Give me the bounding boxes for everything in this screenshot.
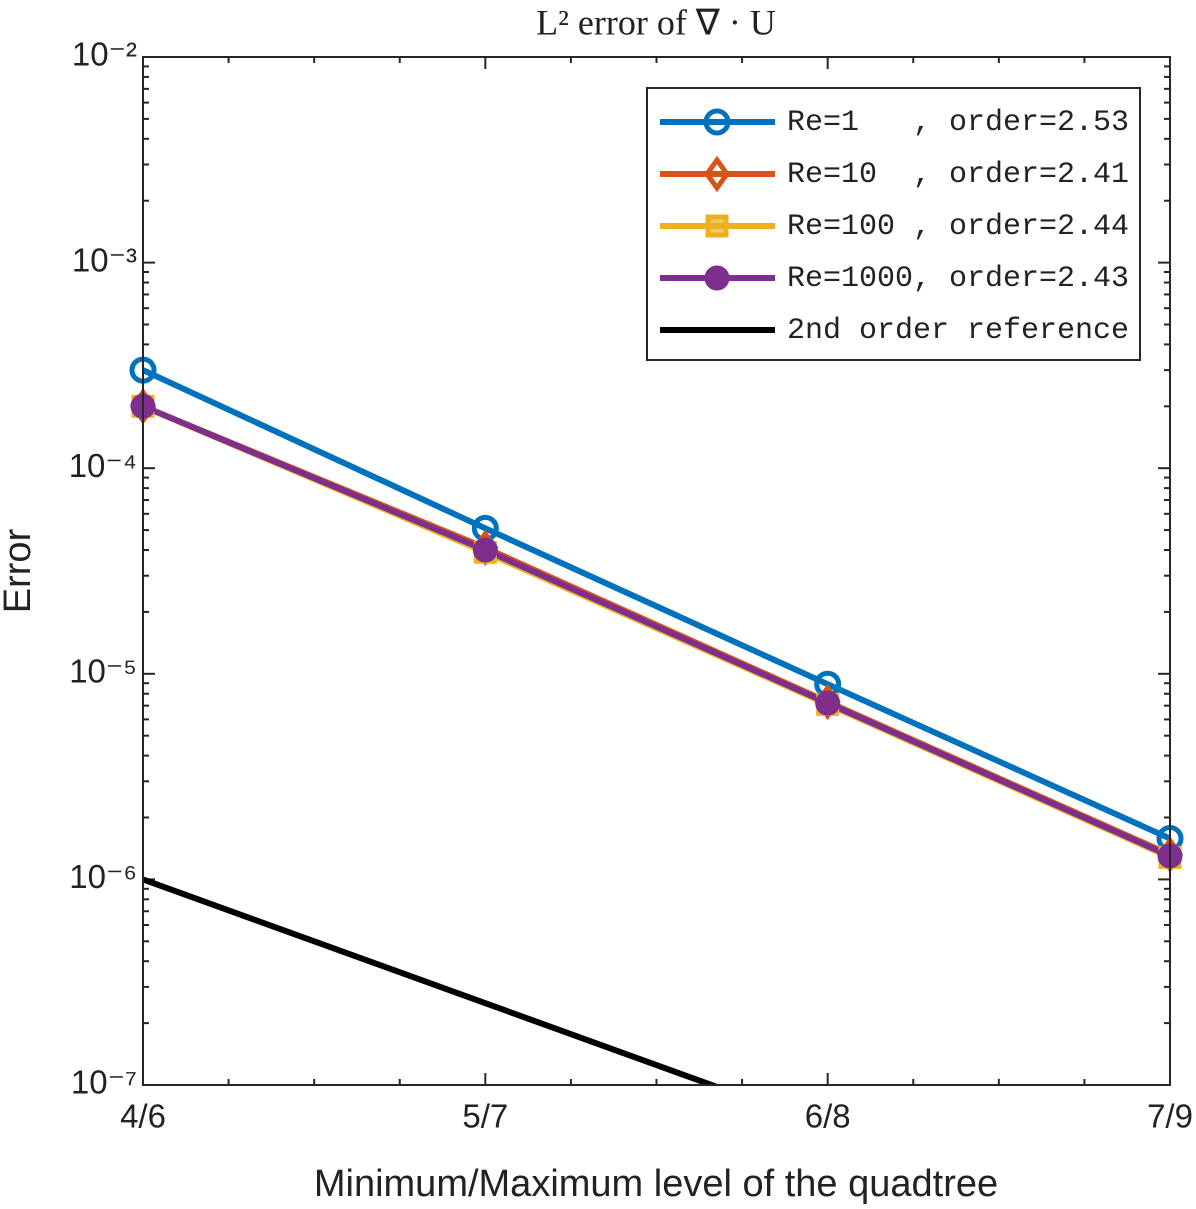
x-tick-label: 6/8 xyxy=(805,1098,851,1135)
y-tick-label: 10⁻² xyxy=(72,36,137,73)
chart-title: L² error of ∇ · U xyxy=(536,2,776,42)
marker xyxy=(815,690,841,716)
legend-label: Re=100 , order=2.44 xyxy=(787,210,1129,244)
series-line xyxy=(143,367,1170,842)
y-tick-label: 10⁻⁷ xyxy=(71,1064,137,1101)
legend-label: Re=1000, order=2.43 xyxy=(787,262,1129,296)
plot-frame xyxy=(142,56,1171,1086)
marker xyxy=(472,537,498,563)
marker xyxy=(704,265,730,291)
x-tick-label: 7/9 xyxy=(1147,1098,1193,1135)
marker xyxy=(705,214,729,238)
x-axis-label: Minimum/Maximum level of the quadtree xyxy=(314,1163,998,1205)
legend-label: Re=10 , order=2.41 xyxy=(787,158,1129,192)
plot-area xyxy=(143,367,1170,1085)
y-tick-label: 10⁻⁴ xyxy=(69,447,137,484)
marker xyxy=(703,155,731,193)
series-line xyxy=(143,403,1170,859)
x-tick-label: 5/7 xyxy=(462,1098,508,1135)
y-axis-label: Error xyxy=(0,528,39,613)
legend-label: Re=1 , order=2.53 xyxy=(787,106,1129,140)
marker xyxy=(703,108,731,136)
x-tick-label: 4/6 xyxy=(120,1098,166,1135)
y-tick-label: 10⁻⁶ xyxy=(69,858,137,895)
y-tick-label: 10⁻⁵ xyxy=(69,653,137,690)
y-tick-label: 10⁻³ xyxy=(72,241,137,278)
legend-label: 2nd order reference xyxy=(787,314,1129,348)
series-line xyxy=(143,876,721,1085)
